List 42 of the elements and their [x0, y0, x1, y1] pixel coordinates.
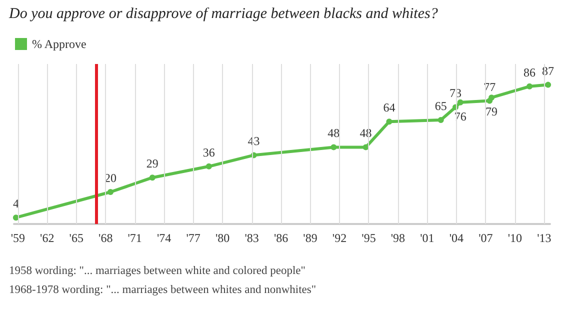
- x-tick-label: '01: [420, 231, 434, 245]
- x-tick-label: '10: [508, 231, 522, 245]
- point: [438, 117, 444, 123]
- text: 1958 wording: "... marriages between white and colored people": [9, 264, 306, 279]
- x-tick-label: '74: [156, 231, 172, 245]
- point: [149, 174, 156, 181]
- x-tick-label: '04: [449, 231, 464, 245]
- x-tick-label: '68: [98, 231, 113, 245]
- x-tick-label: '98: [390, 231, 406, 245]
- data-label: 48: [360, 126, 372, 140]
- x-tick-label: '62: [40, 231, 54, 245]
- point: [526, 83, 533, 90]
- point: [330, 144, 337, 150]
- point: [386, 118, 392, 125]
- x-tick-label: '59: [10, 231, 25, 245]
- x-tick-label: '89: [303, 231, 318, 245]
- legend-label: % Approve: [32, 37, 86, 51]
- x-tick-label: '65: [69, 231, 84, 245]
- data-label: 29: [146, 156, 158, 171]
- x-tick-label: '77: [186, 231, 200, 245]
- data-label: 48: [328, 126, 340, 140]
- text: 1968-1978 wording: "... marriages between whites and nonwhites": [9, 283, 316, 298]
- data-label: 36: [202, 145, 215, 160]
- data-label: 4: [12, 196, 19, 211]
- point: [545, 82, 552, 88]
- x-tick-label: '13: [537, 231, 552, 245]
- chart-title: Do you approve or disapprove of marriage between blacks and whites?: [9, 6, 438, 23]
- x-tick-label: '07: [478, 231, 493, 245]
- point: [488, 94, 495, 101]
- x-tick-label: '71: [128, 231, 142, 245]
- x-tick-label: '86: [274, 231, 288, 245]
- data-label: 86: [524, 65, 536, 80]
- point: [107, 189, 114, 195]
- data-label: 65: [434, 99, 447, 113]
- point: [206, 163, 212, 170]
- x-tick-label: '83: [244, 231, 259, 245]
- data-label: 64: [383, 100, 396, 115]
- x-tick-label: '92: [332, 231, 347, 245]
- x-tick-label: '80: [215, 231, 230, 245]
- data-label: 79: [486, 104, 498, 119]
- point: [457, 99, 464, 106]
- x-tick-label: '95: [362, 231, 376, 245]
